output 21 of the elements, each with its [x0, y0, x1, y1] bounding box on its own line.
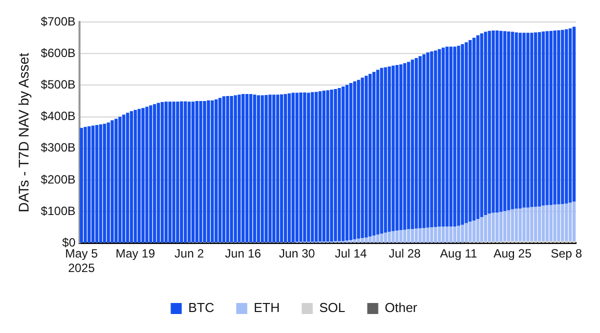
y-tick-label: $200B — [40, 172, 76, 186]
x-tick-label: Jun 2 — [174, 246, 204, 261]
x-tick-label: Jun 16 — [225, 246, 262, 261]
y-tick-label: $700B — [40, 14, 76, 28]
legend-label: Other — [384, 300, 418, 316]
x-tick-label: Jul 28 — [388, 246, 422, 261]
x-tick-label: Sep 8 — [550, 246, 582, 261]
x-tick-label: May 19 — [116, 246, 156, 261]
x-tick-label: Jul 14 — [334, 246, 368, 261]
y-tick-label: $300B — [40, 140, 76, 155]
legend-label: BTC — [188, 300, 214, 316]
y-tick-label: $500B — [40, 78, 76, 92]
y-tick-label: $100B — [40, 204, 76, 218]
x-tick-label: Aug 25 — [493, 246, 532, 261]
y-tick-label: $600B — [40, 46, 76, 60]
y-axis-title: DATs - T7D NAV by Asset — [15, 52, 32, 212]
y-tick-label: $400B — [40, 109, 76, 124]
x-tick-label: Aug 11 — [440, 246, 478, 261]
legend-label: ETH — [254, 300, 280, 316]
x-tick-label: Jun 30 — [278, 246, 316, 261]
legend-label: SOL — [319, 300, 346, 316]
